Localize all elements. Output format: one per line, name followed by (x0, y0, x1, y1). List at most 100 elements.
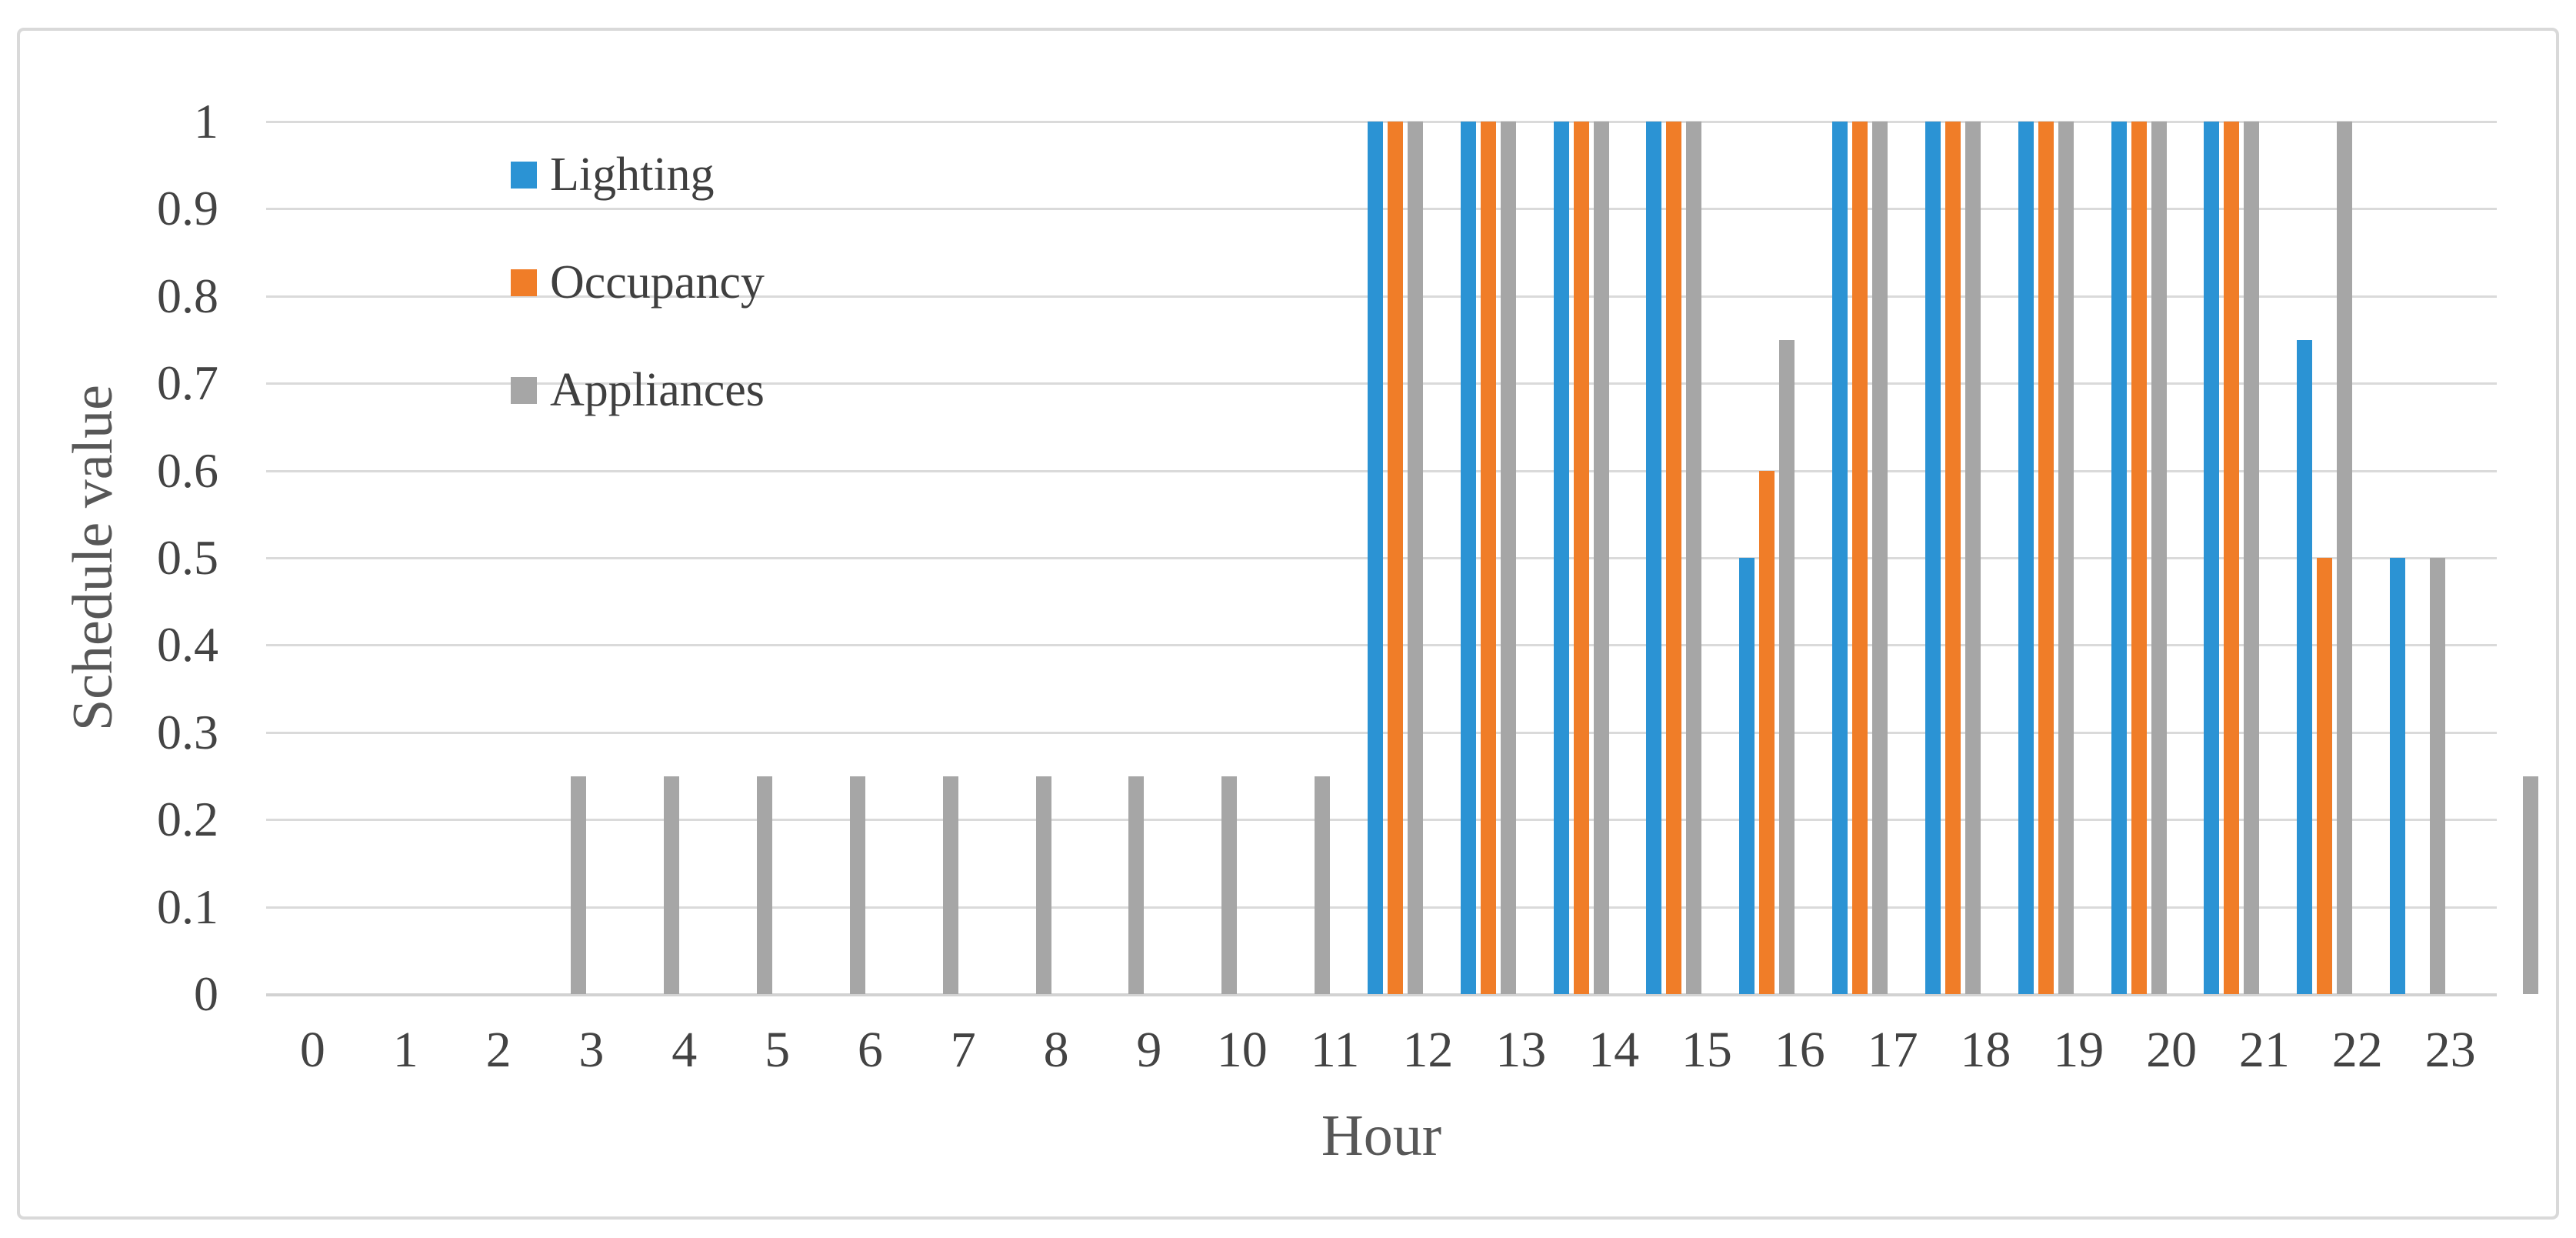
bar-group-hour-11 (1535, 122, 1628, 994)
x-tick-label-15: 15 (1681, 1022, 1732, 1078)
bar-occupancy-hour-18 (2224, 122, 2240, 994)
bar-appliances-hour-13 (1779, 339, 1795, 994)
bar-appliances-hour-20 (2430, 558, 2446, 994)
y-tick-label-0.2: 0.2 (157, 792, 218, 847)
y-tick-label-0.6: 0.6 (157, 442, 218, 498)
bar-group-hour-1 (605, 122, 698, 994)
bar-group-hour-13 (1721, 122, 1814, 994)
bar-occupancy-hour-13 (1759, 470, 1775, 994)
bar-appliances-hour-9 (1407, 122, 1423, 994)
x-tick-label-9: 9 (1136, 1022, 1162, 1078)
bar-appliances-hour-14 (1872, 122, 1888, 994)
y-axis-title: Schedule value (62, 385, 125, 731)
bar-group-hour-22 (2557, 122, 2576, 994)
bar-group-hour-10 (1441, 122, 1535, 994)
bar-lighting-hour-19 (2297, 339, 2313, 994)
bar-appliances-hour-2 (757, 776, 773, 994)
bar-lighting-hour-12 (1646, 122, 1662, 994)
bar-appliances-hour-1 (664, 776, 680, 994)
bar-appliances-hour-15 (1964, 122, 1981, 994)
x-tick-label-6: 6 (857, 1022, 883, 1078)
bar-occupancy-hour-11 (1573, 122, 1589, 994)
bar-group-hour-0 (512, 122, 605, 994)
bar-lighting-hour-20 (2390, 558, 2406, 994)
bar-group-hour-18 (2185, 122, 2278, 994)
bar-lighting-hour-13 (1739, 558, 1755, 994)
bar-appliances-hour-21 (2522, 776, 2538, 994)
bar-group-hour-19 (2278, 122, 2371, 994)
x-tick-label-14: 14 (1588, 1022, 1640, 1078)
y-tick-label-0: 0 (194, 966, 218, 1021)
bar-appliances-hour-3 (849, 776, 865, 994)
bar-lighting-hour-15 (1925, 122, 1941, 994)
bar-appliances-hour-16 (2058, 122, 2074, 994)
bar-appliances-hour-18 (2244, 122, 2260, 994)
x-tick-label-19: 19 (2053, 1022, 2104, 1078)
legend-item-appliances: Appliances (511, 366, 765, 414)
bar-occupancy-hour-16 (2038, 122, 2054, 994)
legend-label-occupancy: Occupancy (550, 256, 765, 309)
bar-group-hour-3 (791, 122, 885, 994)
bar-lighting-hour-9 (1367, 122, 1383, 994)
bar-appliances-hour-7 (1221, 776, 1238, 994)
bar-appliances-hour-10 (1500, 122, 1516, 994)
x-tick-label-18: 18 (1960, 1022, 2011, 1078)
legend-swatch-occupancy-icon (511, 269, 537, 296)
x-tick-label-16: 16 (1774, 1022, 1825, 1078)
bar-group-hour-2 (698, 122, 791, 994)
y-tick-label-0.4: 0.4 (157, 617, 218, 672)
bar-appliances-hour-0 (571, 776, 587, 994)
x-tick-label-0: 0 (299, 1022, 325, 1078)
bar-appliances-hour-6 (1128, 776, 1145, 994)
bar-lighting-hour-11 (1553, 122, 1569, 994)
y-tick-label-0.9: 0.9 (157, 181, 218, 236)
bar-occupancy-hour-15 (1944, 122, 1961, 994)
x-tick-label-13: 13 (1495, 1022, 1547, 1078)
legend-item-lighting: Lighting (511, 151, 765, 199)
x-tick-label-7: 7 (950, 1022, 976, 1078)
legend-label-lighting: Lighting (550, 148, 715, 201)
x-tick-label-3: 3 (578, 1022, 605, 1078)
bar-group-hour-15 (1907, 122, 2000, 994)
bar-group-hour-14 (1814, 122, 1907, 994)
bar-appliances-hour-12 (1686, 122, 1702, 994)
y-tick-label-0.5: 0.5 (157, 530, 218, 585)
bar-occupancy-hour-10 (1480, 122, 1496, 994)
bar-occupancy-hour-17 (2131, 122, 2147, 994)
x-tick-label-5: 5 (765, 1022, 791, 1078)
bar-occupancy-hour-9 (1387, 122, 1403, 994)
x-tick-label-20: 20 (2146, 1022, 2198, 1078)
bar-group-hour-16 (1999, 122, 2092, 994)
bar-group-hour-20 (2371, 122, 2464, 994)
x-tick-label-10: 10 (1216, 1022, 1268, 1078)
bar-group-hour-21 (2464, 122, 2558, 994)
bar-appliances-hour-8 (1315, 776, 1331, 994)
bar-lighting-hour-10 (1460, 122, 1476, 994)
legend-swatch-lighting-icon (511, 161, 537, 189)
bar-group-hour-17 (2092, 122, 2185, 994)
bar-occupancy-hour-14 (1852, 122, 1868, 994)
x-tick-label-21: 21 (2238, 1022, 2290, 1078)
legend-item-occupancy: Occupancy (511, 259, 765, 306)
bar-group-hour-8 (1256, 122, 1349, 994)
plot-area (266, 121, 2538, 996)
bar-lighting-hour-18 (2204, 122, 2220, 994)
bar-group-hour-4 (884, 122, 977, 994)
x-tick-label-11: 11 (1310, 1022, 1360, 1078)
bar-appliances-hour-11 (1593, 122, 1609, 994)
bar-appliances-hour-4 (942, 776, 958, 994)
x-tick-label-8: 8 (1043, 1022, 1069, 1078)
y-tick-label-0.8: 0.8 (157, 268, 218, 323)
bar-appliances-hour-17 (2151, 122, 2167, 994)
x-tick-label-22: 22 (2331, 1022, 2383, 1078)
y-tick-label-0.7: 0.7 (157, 355, 218, 411)
bar-appliances-hour-5 (1035, 776, 1051, 994)
x-tick-label-23: 23 (2424, 1022, 2476, 1078)
bar-lighting-hour-17 (2111, 122, 2127, 994)
y-tick-label-0.3: 0.3 (157, 704, 218, 759)
bar-group-hour-6 (1070, 122, 1163, 994)
x-axis-title: Hour (1321, 1103, 1442, 1168)
x-tick-label-4: 4 (671, 1022, 698, 1078)
